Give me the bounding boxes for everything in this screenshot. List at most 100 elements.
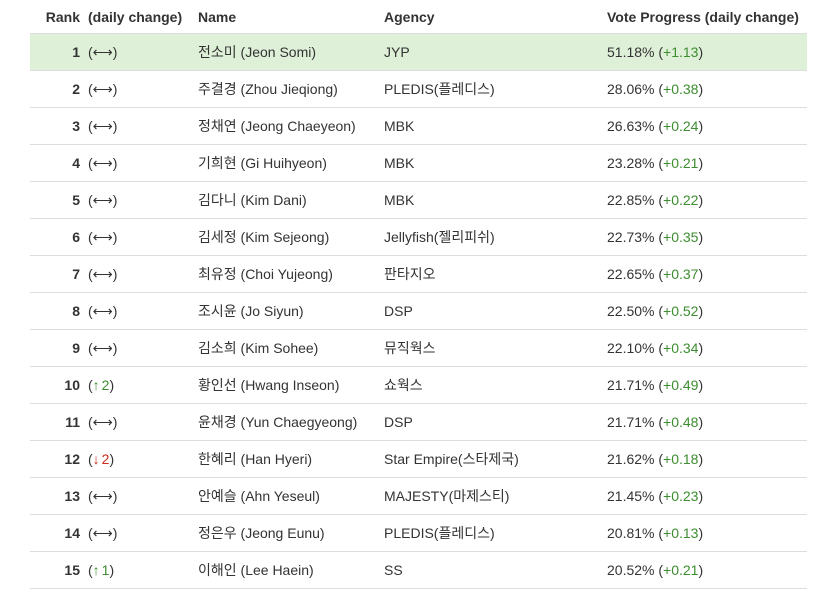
vote-daily-change: +0.21 <box>663 155 699 171</box>
table-row[interactable]: 14 (⟷) 정은우 (Jeong Eunu) PLEDIS(플레디스) 20.81% … <box>30 514 807 552</box>
rank-change-cell: (⟷) <box>88 329 198 367</box>
vote-daily-change: +1.13 <box>663 44 699 60</box>
rank-cell: 15 <box>30 551 88 589</box>
vote-daily-change: +0.13 <box>663 525 699 541</box>
vote-daily-change: +0.34 <box>663 340 699 356</box>
vote-percent: 20.81% <box>607 525 655 541</box>
vote-percent: 21.71% <box>607 377 655 393</box>
no-change-icon: ⟷ <box>92 154 113 171</box>
header-daily-change[interactable]: (daily change) <box>88 0 198 34</box>
vote-daily-change: +0.52 <box>663 303 699 319</box>
paren-close: ) <box>698 266 704 282</box>
paren-close: ) <box>698 81 704 97</box>
paren-open: ( <box>658 414 664 430</box>
trainee-name: 김세정 (Kim Sejeong) <box>198 218 384 256</box>
arrow-up-icon: ↑ <box>92 377 100 393</box>
paren-close: ) <box>112 265 118 282</box>
table-row[interactable]: 8 (⟷) 조시윤 (Jo Siyun) DSP 22.50% (+0.52) <box>30 292 807 330</box>
table-row[interactable]: 9 (⟷) 김소희 (Kim Sohee) 뮤직웍스 22.10% (+0.34) <box>30 329 807 367</box>
ranking-table: Rank (daily change) Name Agency Vote Pro… <box>30 0 807 589</box>
header-rank[interactable]: Rank <box>30 0 88 34</box>
rank-change: (↑ 2) <box>88 377 114 393</box>
paren-open: ( <box>658 303 664 319</box>
paren-open: ( <box>88 339 93 356</box>
paren-close: ) <box>112 524 118 541</box>
rank-change-cell: (⟷) <box>88 514 198 552</box>
no-change-icon: ⟷ <box>92 487 113 504</box>
paren-close: ) <box>698 451 704 467</box>
paren-open: ( <box>88 562 93 578</box>
rank-change-cell: (⟷) <box>88 70 198 108</box>
vote-daily-change: +0.35 <box>663 229 699 245</box>
rank-change: (⟷) <box>88 44 117 60</box>
paren-open: ( <box>658 155 664 171</box>
paren-close: ) <box>112 154 118 171</box>
rank-change-cell: (⟷) <box>88 403 198 441</box>
table-row[interactable]: 2 (⟷) 주결경 (Zhou Jieqiong) PLEDIS(플레디스) 28.06… <box>30 70 807 108</box>
table-row[interactable]: 15 (↑ 1) 이해인 (Lee Haein) SS 20.52% (+0.21) <box>30 551 807 589</box>
no-change-icon: ⟷ <box>92 302 113 319</box>
vote-percent: 22.10% <box>607 340 655 356</box>
rank-change: (⟷) <box>88 229 117 245</box>
table-row[interactable]: 11 (⟷) 윤채경 (Yun Chaegyeong) DSP 21.71% (+0.4… <box>30 403 807 441</box>
header-name[interactable]: Name <box>198 0 384 34</box>
table-row[interactable]: 4 (⟷) 기희현 (Gi Huihyeon) MBK 23.28% (+0.21) <box>30 144 807 182</box>
paren-close: ) <box>698 562 704 578</box>
table-row[interactable]: 3 (⟷) 정채연 (Jeong Chaeyeon) MBK 26.63% (+0.24… <box>30 107 807 145</box>
agency-name: MAJESTY(마제스티) <box>384 477 607 515</box>
table-row[interactable]: 7 (⟷) 최유정 (Choi Yujeong) 판타지오 22.65% (+0.37) <box>30 255 807 293</box>
agency-name: Star Empire(스타제국) <box>384 440 607 478</box>
arrow-up-icon: ↑ <box>92 562 100 578</box>
paren-close: ) <box>698 192 704 208</box>
rank-change-cell: (⟷) <box>88 255 198 293</box>
paren-close: ) <box>112 43 118 60</box>
rank-cell: 4 <box>30 144 88 182</box>
header-agency[interactable]: Agency <box>384 0 607 34</box>
rank-cell: 10 <box>30 366 88 404</box>
vote-progress-cell: 22.10% (+0.34) <box>607 329 807 367</box>
trainee-name: 주결경 (Zhou Jieqiong) <box>198 70 384 108</box>
trainee-name: 전소미 (Jeon Somi) <box>198 33 384 71</box>
rank-change-amount: 2 <box>101 377 110 393</box>
table-row[interactable]: 13 (⟷) 안예슬 (Ahn Yeseul) MAJESTY(마제스티) 21.45%… <box>30 477 807 515</box>
vote-daily-change: +0.23 <box>663 488 699 504</box>
table-body: 1 (⟷) 전소미 (Jeon Somi) JYP 51.18% (+1.13) 2 (⟷)… <box>30 33 807 589</box>
table-row[interactable]: 10 (↑ 2) 황인선 (Hwang Inseon) 쇼웍스 21.71% (+0.49… <box>30 366 807 404</box>
vote-progress-cell: 21.45% (+0.23) <box>607 477 807 515</box>
agency-name: 뮤직웍스 <box>384 329 607 367</box>
rank-change: (⟷) <box>88 192 117 208</box>
paren-open: ( <box>658 451 664 467</box>
paren-open: ( <box>88 154 93 171</box>
paren-open: ( <box>658 44 664 60</box>
vote-progress-cell: 21.71% (+0.49) <box>607 366 807 404</box>
paren-close: ) <box>698 488 704 504</box>
vote-daily-change: +0.38 <box>663 81 699 97</box>
header-vote-progress[interactable]: Vote Progress (daily change) <box>607 0 807 34</box>
paren-close: ) <box>698 118 704 134</box>
agency-name: MBK <box>384 181 607 219</box>
no-change-icon: ⟷ <box>92 191 113 208</box>
vote-daily-change: +0.22 <box>663 192 699 208</box>
paren-close: ) <box>112 80 118 97</box>
vote-daily-change: +0.21 <box>663 562 699 578</box>
vote-percent: 26.63% <box>607 118 655 134</box>
vote-progress-cell: 23.28% (+0.21) <box>607 144 807 182</box>
no-change-icon: ⟷ <box>92 228 113 245</box>
table-row[interactable]: 6 (⟷) 김세정 (Kim Sejeong) Jellyfish(젤리피쉬) 22.7… <box>30 218 807 256</box>
vote-progress-cell: 21.71% (+0.48) <box>607 403 807 441</box>
rank-cell: 5 <box>30 181 88 219</box>
paren-open: ( <box>658 488 664 504</box>
vote-progress-cell: 22.50% (+0.52) <box>607 292 807 330</box>
no-change-icon: ⟷ <box>92 339 113 356</box>
trainee-name: 정채연 (Jeong Chaeyeon) <box>198 107 384 145</box>
agency-name: 판타지오 <box>384 255 607 293</box>
rank-change-cell: (⟷) <box>88 144 198 182</box>
table-row[interactable]: 1 (⟷) 전소미 (Jeon Somi) JYP 51.18% (+1.13) <box>30 33 807 71</box>
table-row[interactable]: 12 (↓ 2) 한혜리 (Han Hyeri) Star Empire(스타제국) 21… <box>30 440 807 478</box>
rank-change: (⟷) <box>88 525 117 541</box>
paren-close: ) <box>112 487 118 504</box>
paren-close: ) <box>698 414 704 430</box>
trainee-name: 정은우 (Jeong Eunu) <box>198 514 384 552</box>
table-row[interactable]: 5 (⟷) 김다니 (Kim Dani) MBK 22.85% (+0.22) <box>30 181 807 219</box>
paren-open: ( <box>658 81 664 97</box>
